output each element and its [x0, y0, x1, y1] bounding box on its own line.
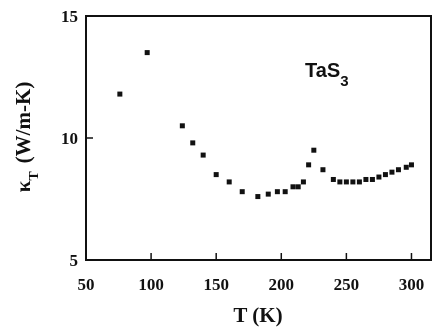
data-point-2: [179, 123, 185, 129]
x-tick-label-300: 300: [399, 275, 425, 294]
data-point-28: [395, 167, 401, 173]
x-tick-label-150: 150: [203, 275, 229, 294]
data-point-22: [356, 179, 362, 185]
y-tick-label-5: 5: [70, 251, 79, 270]
material-annotation-sub: 3: [340, 73, 348, 90]
material-annotation-main: TaS: [305, 60, 340, 82]
data-point-11: [282, 189, 288, 195]
data-point-6: [226, 179, 232, 185]
data-point-25: [376, 174, 382, 180]
data-point-21: [350, 179, 356, 185]
tick-marks: [85, 15, 413, 261]
y-axis-label-sub: T: [27, 171, 42, 181]
data-point-1: [144, 50, 150, 56]
y-axis-label: κT (W/m-K): [11, 82, 42, 193]
data-point-29: [403, 164, 409, 170]
x-tick-label-250: 250: [334, 275, 360, 294]
data-point-30: [408, 162, 414, 168]
data-point-23: [363, 176, 369, 182]
data-point-16: [311, 147, 317, 153]
y-axis-label-main: κ: [11, 180, 35, 192]
data-point-4: [200, 152, 206, 158]
tick-labels: 50 100 150 200 250 300 5 10 15: [61, 7, 424, 294]
plot-frame: [85, 15, 432, 261]
data-point-9: [265, 191, 271, 197]
data-point-17: [320, 167, 326, 173]
x-axis-label: T (K): [233, 303, 282, 327]
x-tick-label-200: 200: [269, 275, 295, 294]
data-point-26: [382, 172, 388, 178]
data-point-20: [343, 179, 349, 185]
data-points: [117, 50, 414, 200]
data-point-24: [369, 176, 375, 182]
data-point-5: [213, 172, 219, 178]
x-tick-label-50: 50: [78, 275, 95, 294]
data-point-3: [190, 140, 196, 146]
data-point-19: [337, 179, 343, 185]
material-annotation: TaS3: [305, 60, 349, 90]
y-axis-label-units: (W/m-K): [11, 82, 35, 164]
data-point-27: [389, 169, 395, 175]
data-point-14: [300, 179, 306, 185]
y-tick-label-10: 10: [61, 129, 78, 148]
data-point-15: [306, 162, 312, 168]
data-point-8: [255, 194, 261, 200]
x-tick-label-100: 100: [138, 275, 164, 294]
data-point-13: [295, 184, 301, 190]
data-point-0: [117, 91, 123, 97]
data-point-7: [239, 189, 245, 195]
data-point-10: [274, 189, 280, 195]
data-point-12: [290, 184, 296, 190]
y-tick-label-15: 15: [61, 7, 78, 26]
data-point-18: [330, 176, 336, 182]
